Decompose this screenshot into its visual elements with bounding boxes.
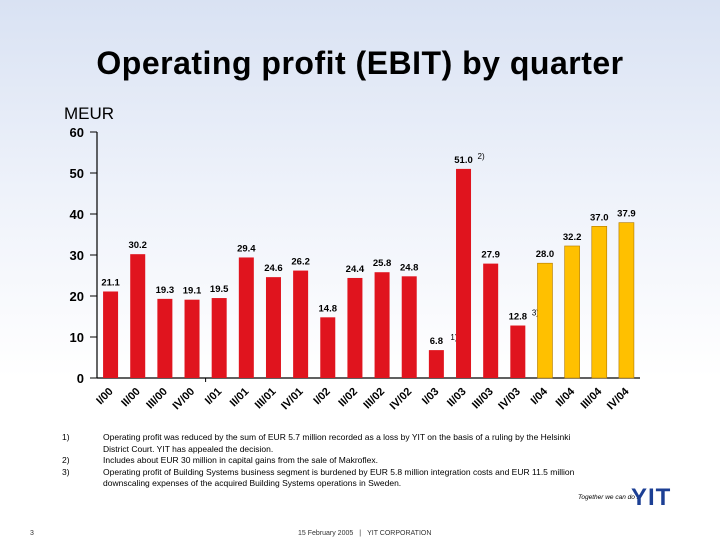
bar: [428, 350, 444, 378]
x-tick-label: IV/01: [279, 386, 306, 413]
bar: [103, 291, 119, 378]
x-tick-label: I/03: [420, 386, 441, 407]
bar: [347, 277, 363, 378]
y-tick-label: 10: [70, 330, 84, 345]
footnote-mark: 1): [450, 333, 457, 342]
data-label: 26.2: [291, 257, 310, 268]
bar: [320, 317, 336, 378]
footer-company: YIT CORPORATION: [367, 530, 432, 537]
ebit-bar-chart: 0 10 20 30 40 50 60 21.1 I/00 30.2 II/00 19.3 III/00…: [70, 125, 640, 413]
data-label: 27.9: [481, 250, 500, 261]
data-label: 21.1: [101, 277, 120, 288]
bar: [265, 277, 281, 378]
y-tick-label: 60: [70, 125, 84, 140]
data-label: 24.6: [264, 263, 283, 274]
footnote-number: 3): [62, 466, 70, 477]
data-label: 51.0: [454, 155, 473, 166]
footer-date: 15 February 2005: [298, 530, 354, 537]
yit-logo: YIT: [631, 486, 671, 510]
logo-text: YIT: [631, 484, 672, 511]
bar: [483, 263, 499, 378]
data-label: 24.8: [400, 262, 419, 273]
unit-label: MEUR: [64, 104, 115, 123]
footer: 15 February 2005 | YIT CORPORATION: [298, 530, 431, 537]
x-tick-label: I/04: [529, 385, 551, 407]
x-tick-label: II/02: [336, 386, 360, 410]
y-tick-label: 40: [70, 207, 84, 222]
bar: [293, 270, 309, 378]
data-label: 12.8: [509, 312, 528, 323]
x-tick-label: IV/03: [496, 386, 523, 413]
data-label: 19.5: [210, 284, 229, 295]
bar: [564, 245, 580, 379]
x-tick-label: I/02: [311, 386, 332, 407]
x-tick-label: IV/02: [388, 386, 415, 413]
bar: [537, 262, 553, 379]
bar: [211, 298, 227, 378]
bar: [618, 222, 635, 379]
data-label: 14.8: [319, 303, 338, 314]
footnote-number: 1): [62, 432, 70, 442]
data-label: 30.2: [128, 240, 147, 251]
y-tick-label: 0: [77, 371, 84, 386]
x-tick-label: II/00: [119, 386, 143, 410]
data-label: 37.0: [590, 212, 609, 223]
footnote-mark: 3): [532, 309, 539, 318]
x-tick-label: III/00: [144, 386, 170, 412]
x-tick-label: I/01: [203, 386, 224, 407]
bar: [238, 257, 254, 378]
data-label: 6.8: [430, 336, 443, 347]
footnotes: 1) Operating profit was reduced by the s…: [62, 432, 582, 490]
bar: [510, 325, 526, 378]
bar: [401, 276, 417, 378]
data-label: 28.0: [536, 249, 555, 260]
x-tick-label: II/04: [554, 385, 578, 409]
x-tick-label: III/02: [361, 386, 387, 412]
footnote-mark: 2): [478, 152, 485, 161]
bar: [157, 298, 173, 378]
x-tick-label: II/03: [445, 386, 469, 410]
page-title: Operating profit (EBIT) by quarter: [96, 45, 624, 81]
footnote-2: 2) Includes about EUR 30 million in capi…: [62, 455, 582, 467]
footnote-text: Includes about EUR 30 million in capital…: [103, 455, 378, 465]
page-number: 3: [30, 530, 34, 537]
data-label: 19.1: [183, 286, 202, 297]
x-tick-label: IV/04: [605, 385, 632, 412]
x-tick-label: I/00: [94, 386, 115, 407]
x-tick-label: III/04: [579, 385, 605, 411]
data-label: 24.4: [346, 264, 365, 275]
y-tick-label: 30: [70, 248, 84, 263]
bar: [130, 254, 146, 378]
x-tick-label: IV/00: [170, 386, 197, 413]
data-label: 19.3: [156, 285, 175, 296]
bar: [184, 299, 200, 378]
data-label: 37.9: [617, 209, 636, 220]
x-tick-label: II/01: [228, 386, 252, 410]
x-tick-label: III/01: [253, 386, 279, 412]
tagline: Together we can do it: [578, 494, 640, 501]
y-tick-label: 50: [70, 166, 84, 181]
x-tick-label: III/03: [470, 386, 496, 412]
bar: [591, 226, 608, 379]
data-label: 32.2: [563, 232, 582, 243]
footnote-text: Operating profit was reduced by the sum …: [103, 432, 571, 454]
footnote-text: Operating profit of Building Systems bus…: [103, 466, 575, 489]
data-label: 25.8: [373, 258, 392, 269]
y-tick-label: 20: [70, 289, 84, 304]
footnote-3: 3) Operating profit of Building Systems …: [62, 467, 582, 490]
footnote-1: 1) Operating profit was reduced by the s…: [62, 432, 582, 455]
footer-separator: |: [359, 530, 362, 537]
bar: [374, 272, 390, 378]
footnote-number: 2): [62, 455, 70, 465]
data-label: 29.4: [237, 243, 256, 254]
bar: [456, 168, 472, 378]
